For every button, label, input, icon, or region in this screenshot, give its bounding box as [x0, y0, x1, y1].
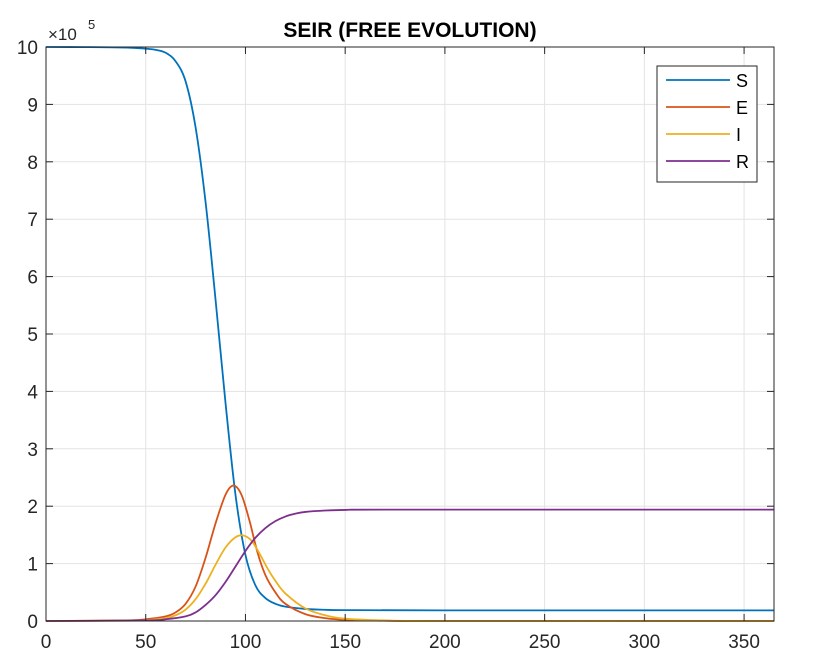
y-tick-label: 0 — [27, 612, 38, 633]
y-multiplier-exponent: 5 — [88, 17, 95, 32]
x-tick-label: 0 — [41, 632, 52, 653]
series-line-r — [45, 508, 775, 622]
y-tick-label: 4 — [27, 382, 38, 403]
y-tick-label: 1 — [27, 555, 38, 576]
y-tick-label: 8 — [27, 153, 38, 174]
axis-ticks — [45, 46, 774, 622]
y-tick-label: 7 — [27, 210, 38, 231]
legend-label-e: E — [736, 98, 748, 118]
x-tick-label: 100 — [230, 632, 262, 653]
chart-title: SEIR (FREE EVOLUTION) — [283, 19, 536, 42]
x-tick-label: 250 — [529, 632, 561, 653]
x-tick-label: 350 — [728, 632, 760, 653]
y-tick-labels: 0 1 2 3 4 5 6 7 8 9 10 — [17, 38, 39, 633]
y-tick-label: 2 — [27, 497, 38, 518]
series-line-s — [45, 46, 775, 612]
y-tick-label: 9 — [27, 95, 38, 116]
y-multiplier-base: ×10 — [48, 25, 77, 44]
x-tick-label: 300 — [629, 632, 661, 653]
x-tick-labels: 0 50 100 150 200 250 300 350 — [41, 632, 760, 653]
y-tick-label: 6 — [27, 268, 38, 289]
x-tick-label: 50 — [135, 632, 156, 653]
y-tick-label: 5 — [27, 325, 38, 346]
legend-box — [656, 65, 758, 183]
y-tick-label: 10 — [17, 38, 38, 59]
series-line-i — [45, 534, 775, 622]
legend-label-i: I — [736, 125, 741, 145]
y-tick-label: 3 — [27, 440, 38, 461]
y-multiplier: ×10 5 — [48, 17, 95, 44]
x-tick-label: 200 — [429, 632, 461, 653]
x-tick-label: 150 — [329, 632, 361, 653]
legend: SEIR — [656, 65, 758, 183]
legend-label-s: S — [736, 71, 748, 91]
series-lines — [45, 46, 775, 622]
legend-label-r: R — [736, 152, 749, 172]
